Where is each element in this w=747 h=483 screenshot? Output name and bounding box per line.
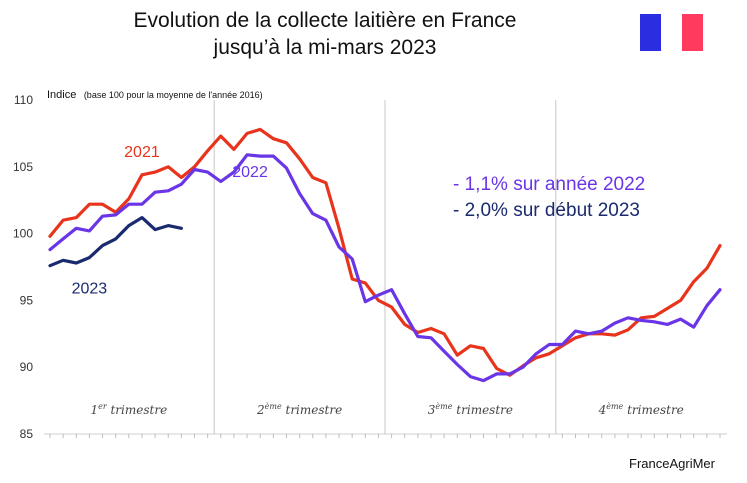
quarter-label: 1er trimestre [90, 402, 167, 417]
y-tick-label: 85 [20, 427, 34, 441]
annotation-2: - 2,0% sur début 2023 [453, 200, 640, 221]
chart-title-line-2: jusqu’à la mi-mars 2023 [213, 36, 437, 59]
annotation-1: - 1,1% sur année 2022 [453, 174, 645, 195]
series-label-2022: 2022 [232, 164, 268, 181]
series-label-2023: 2023 [72, 281, 108, 298]
y-tick-label: 90 [20, 360, 34, 374]
y-tick-label: 95 [20, 293, 34, 307]
series-line-2023 [48, 216, 183, 268]
quarter-label: 2ème trimestre [256, 402, 342, 417]
y-tick-label: 100 [13, 227, 33, 241]
source-credit: FranceAgriMer [629, 456, 716, 471]
chart-title-line-1: Evolution de la collecte laitière en Fra… [134, 9, 517, 32]
y-tick-label: 110 [14, 93, 33, 107]
series-line-2021 [48, 127, 722, 377]
plot-area: 85 90 95 100 105 110 1er trimestre 2ème trimest… [13, 93, 727, 441]
quarter-label: 4ème trimestre [598, 402, 684, 417]
quarter-label: 3ème trimestre [428, 402, 513, 417]
series-line-2022 [48, 153, 722, 383]
french-flag-icon [640, 14, 703, 51]
y-axis-label: Indice (base 100 pour la moyenne de l'an… [47, 85, 263, 102]
y-tick-label: 105 [13, 160, 33, 174]
series-label-2021: 2021 [124, 144, 160, 161]
